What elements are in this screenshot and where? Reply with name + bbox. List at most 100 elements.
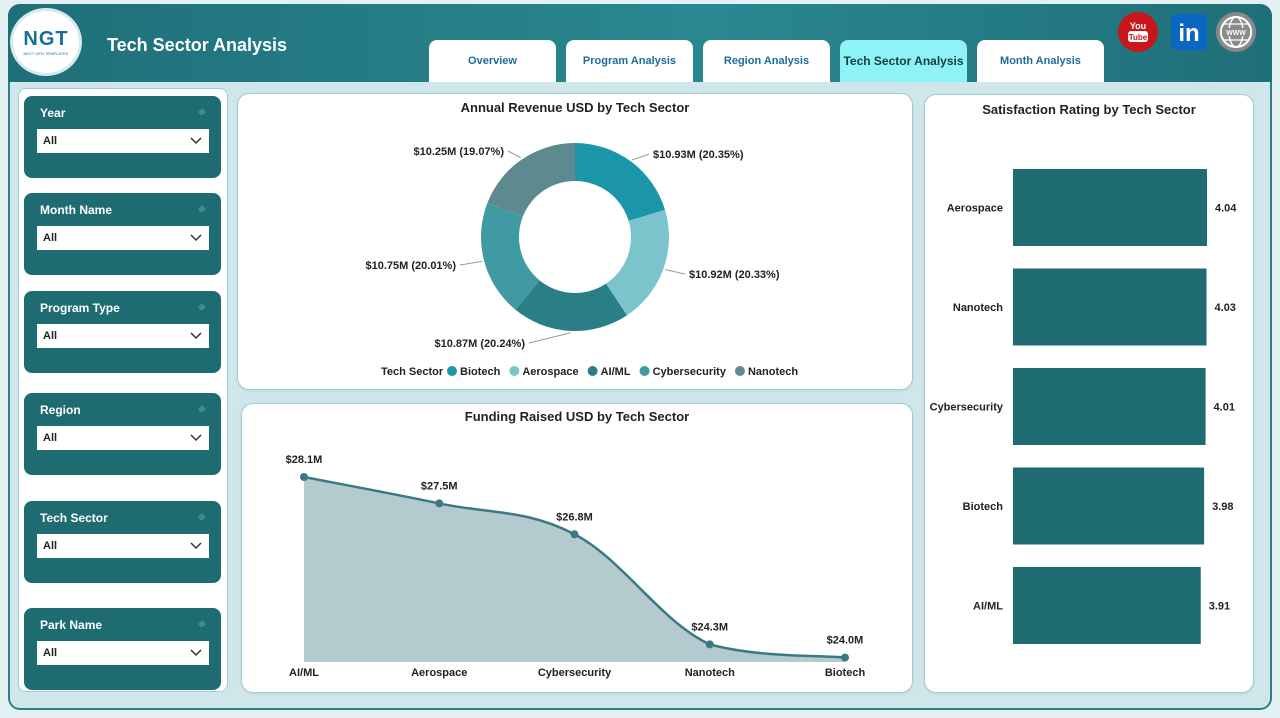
data-label: $28.1M xyxy=(286,454,323,466)
logo-text: NGT xyxy=(23,28,69,50)
linkedin-icon[interactable]: in xyxy=(1169,12,1209,52)
y-tick-label: Nanotech xyxy=(953,302,1003,314)
legend-swatch xyxy=(447,366,457,376)
data-point[interactable] xyxy=(705,640,714,649)
logo-subtext: NEXT GEN TEMPLATES xyxy=(23,51,69,56)
eraser-icon[interactable] xyxy=(197,618,207,628)
chevron-down-icon xyxy=(190,434,202,442)
filter-program-type: Program Type All xyxy=(24,291,221,373)
area-chart: $28.1M AI/ML $27.5M Aerospace $26.8M Cybersec… xyxy=(286,454,866,679)
filter-label: Region xyxy=(40,403,81,417)
satisfaction-bar-panel: Satisfaction Rating by Tech Sector Aeros… xyxy=(924,94,1254,693)
filter-label: Program Type xyxy=(40,301,120,315)
data-label: $26.8M xyxy=(556,511,593,523)
eraser-icon[interactable] xyxy=(197,403,207,413)
filter-label: Park Name xyxy=(40,618,103,632)
bar[interactable] xyxy=(1013,368,1206,445)
data-label: 4.01 xyxy=(1214,402,1235,414)
bar-chart: Aerospace 4.04 Nanotech 4.03 Cybersecurity 4.… xyxy=(930,169,1237,644)
donut-slice[interactable] xyxy=(575,143,666,221)
legend-item[interactable]: Biotech xyxy=(460,366,501,378)
legend-swatch xyxy=(639,366,650,376)
data-point[interactable] xyxy=(841,653,849,662)
dropdown-value: All xyxy=(43,432,58,444)
filter-label: Year xyxy=(40,106,66,120)
page-title: Tech Sector Analysis xyxy=(107,35,288,55)
data-label: 3.98 xyxy=(1212,501,1233,513)
data-point[interactable] xyxy=(570,530,579,539)
data-label: $24.0M xyxy=(827,635,864,647)
data-point[interactable] xyxy=(300,473,308,481)
chart-title: Funding Raised USD by Tech Sector xyxy=(464,409,690,424)
legend-item[interactable]: AI/ML xyxy=(601,366,631,378)
data-point[interactable] xyxy=(435,499,444,508)
data-label: 3.91 xyxy=(1209,601,1230,613)
x-tick-label: Aerospace xyxy=(411,667,467,679)
park-name-dropdown[interactable]: All xyxy=(37,641,209,665)
leader-line xyxy=(528,332,571,344)
slice-data-label: $10.87M (20.24%) xyxy=(435,338,526,350)
bar[interactable] xyxy=(1013,567,1201,644)
area-fill xyxy=(304,477,845,662)
chart-title: Satisfaction Rating by Tech Sector xyxy=(982,102,1196,117)
donut-slice[interactable] xyxy=(605,209,669,316)
donut-slice[interactable] xyxy=(487,143,575,217)
chevron-down-icon xyxy=(190,137,202,145)
y-tick-label: Biotech xyxy=(963,501,1004,513)
legend-item[interactable]: Cybersecurity xyxy=(653,366,727,378)
filter-label: Month Name xyxy=(40,203,112,217)
tech-sector-dropdown[interactable]: All xyxy=(37,534,209,558)
chevron-down-icon xyxy=(190,649,202,657)
eraser-icon[interactable] xyxy=(197,301,207,311)
svg-text:WWW: WWW xyxy=(1226,30,1246,37)
legend-item[interactable]: Nanotech xyxy=(748,366,798,378)
dropdown-value: All xyxy=(43,540,58,552)
tab-month-analysis[interactable]: Month Analysis xyxy=(977,40,1104,82)
svg-text:in: in xyxy=(1178,20,1199,47)
slice-data-label: $10.92M (20.33%) xyxy=(689,269,780,281)
x-tick-label: AI/ML xyxy=(289,667,319,679)
chevron-down-icon xyxy=(190,332,202,340)
globe-icon[interactable]: WWW xyxy=(1216,12,1256,52)
chevron-down-icon xyxy=(190,234,202,242)
data-label: $27.5M xyxy=(421,480,458,492)
donut-slice[interactable] xyxy=(481,202,540,310)
leader-line xyxy=(507,150,522,159)
filter-region: Region All xyxy=(24,393,221,475)
filter-year: Year All xyxy=(24,96,221,178)
eraser-icon[interactable] xyxy=(197,511,207,521)
program-type-dropdown[interactable]: All xyxy=(37,324,209,348)
dropdown-value: All xyxy=(43,232,58,244)
revenue-donut-panel: Annual Revenue USD by Tech Sector $10.93… xyxy=(237,93,913,390)
year-dropdown[interactable]: All xyxy=(37,129,209,153)
eraser-icon[interactable] xyxy=(197,203,207,213)
svg-text:Tube: Tube xyxy=(1129,33,1148,42)
filter-park-name: Park Name All xyxy=(24,608,221,690)
bar[interactable] xyxy=(1013,467,1205,545)
legend-swatch xyxy=(587,366,598,376)
tab-program-analysis[interactable]: Program Analysis xyxy=(566,40,693,82)
tab-tech-sector-analysis[interactable]: Tech Sector Analysis xyxy=(840,40,967,82)
youtube-icon[interactable]: You Tube xyxy=(1118,12,1158,52)
donut-slice[interactable] xyxy=(515,280,627,331)
legend-swatch xyxy=(734,366,745,376)
tab-region-analysis[interactable]: Region Analysis xyxy=(703,40,830,82)
slice-data-label: $10.25M (19.07%) xyxy=(414,146,505,158)
dropdown-value: All xyxy=(43,135,58,147)
filter-label: Tech Sector xyxy=(40,511,108,525)
dropdown-value: All xyxy=(43,647,58,659)
leader-line xyxy=(665,269,686,275)
tab-overview[interactable]: Overview xyxy=(429,40,556,82)
chart-title: Annual Revenue USD by Tech Sector xyxy=(460,100,690,115)
legend-item[interactable]: Aerospace xyxy=(522,366,578,378)
filter-tech-sector: Tech Sector All xyxy=(24,501,221,583)
y-tick-label: Cybersecurity xyxy=(930,402,1004,414)
region-dropdown[interactable]: All xyxy=(37,426,209,450)
eraser-icon[interactable] xyxy=(197,106,207,116)
month-name-dropdown[interactable]: All xyxy=(37,226,209,250)
svg-text:You: You xyxy=(1130,21,1146,31)
y-tick-label: Aerospace xyxy=(947,203,1003,215)
bar[interactable] xyxy=(1013,169,1207,246)
bar[interactable] xyxy=(1013,268,1207,346)
leader-line xyxy=(632,153,650,161)
